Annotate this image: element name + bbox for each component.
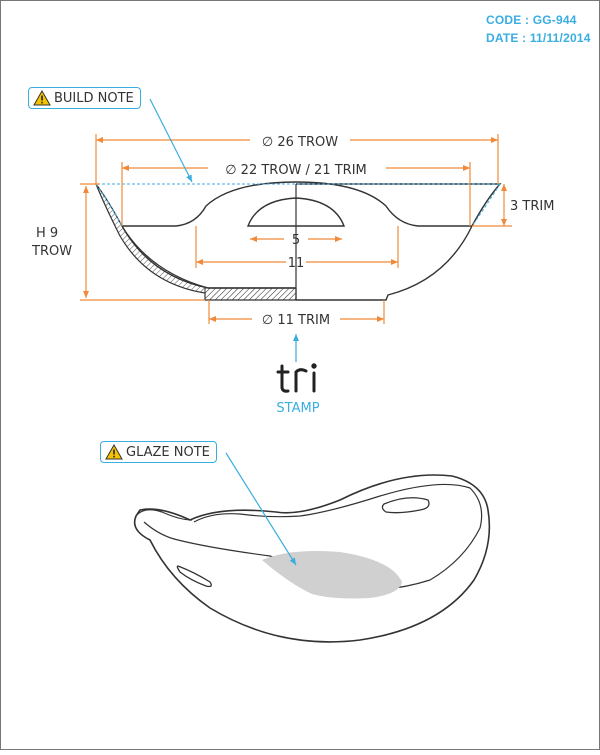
dimension-lines	[80, 134, 512, 324]
height-label-line1: H 9	[36, 226, 58, 241]
outer-profile	[296, 183, 502, 301]
rim-handle-profile	[122, 181, 472, 227]
handle-hole-left	[176, 565, 212, 588]
build-note-leader	[149, 98, 193, 183]
handle-hole-right	[381, 497, 430, 514]
glaze-area	[262, 551, 402, 599]
build-note-callout: BUILD NOTE	[28, 87, 141, 109]
build-note-text: BUILD NOTE	[54, 90, 134, 106]
foot-section-hatch	[204, 287, 297, 301]
inner-diameter-label: ∅ 22 TROW / 21 TRIM	[225, 163, 367, 178]
height-label-line2: TROW	[31, 244, 72, 259]
glaze-note-leader	[225, 452, 297, 566]
warning-icon	[33, 90, 51, 106]
stamp-mark-text: tri	[296, 364, 298, 367]
outer-dashed-left	[95, 183, 123, 227]
glaze-note-text: GLAZE NOTE	[126, 444, 210, 460]
bowl-width-label: 11	[288, 256, 305, 271]
handle-width-label: 5	[292, 233, 300, 248]
stamp-label: STAMP	[276, 401, 319, 416]
handle-tab-left	[135, 509, 193, 521]
stamp-mark	[276, 363, 317, 393]
date-label: DATE : 11/11/2014	[486, 31, 591, 45]
code-label: CODE : GG-944	[486, 13, 577, 27]
warning-icon	[105, 444, 123, 460]
outer-diameter-label: ∅ 26 TROW	[262, 135, 338, 150]
bowl-rim-inner	[143, 483, 483, 591]
trim-height-label: 3 TRIM	[510, 199, 554, 214]
bowl-section-view	[92, 181, 502, 301]
bowl-perspective-view	[133, 474, 491, 643]
glaze-note-callout: GLAZE NOTE	[100, 441, 217, 463]
inner-bowl-curve	[121, 225, 296, 289]
foot-diameter-label: ∅ 11 TRIM	[262, 313, 330, 328]
outer-dashed-right	[471, 183, 501, 227]
